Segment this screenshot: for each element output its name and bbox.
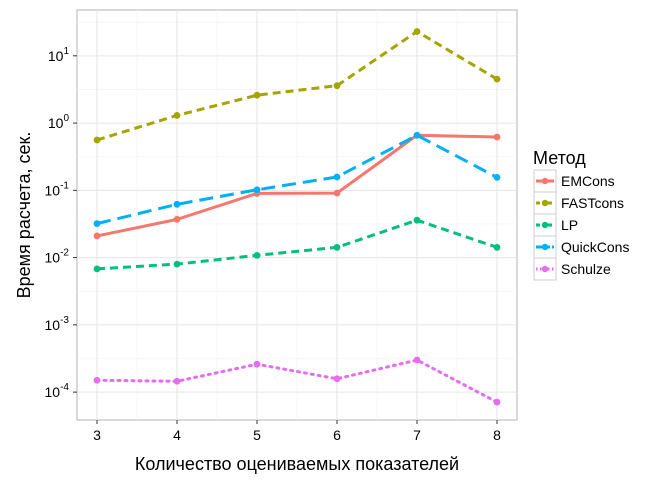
data-point-quickcons (333, 173, 341, 181)
legend-key-point (541, 177, 549, 185)
x-axis-title: Количество оцениваемых показателей (135, 454, 459, 474)
data-point-schulze (93, 376, 101, 384)
data-point-fastcons (253, 91, 261, 99)
y-tick-label: 10-4 (45, 382, 70, 400)
legend: Метод EMCons FASTcons LP QuickCons Schulze (533, 148, 629, 281)
data-point-quickcons (493, 173, 501, 181)
data-point-lp (173, 260, 181, 268)
data-point-fastcons (173, 112, 181, 119)
data-point-fastcons (93, 136, 101, 144)
legend-item-quickcons: QuickCons (533, 235, 629, 259)
legend-label-lp: LP (561, 217, 578, 233)
legend-label-fastcons: FASTcons (561, 195, 624, 211)
series-line-fastcons (96, 29, 498, 142)
legend-title: Метод (533, 148, 586, 168)
data-point-schulze (333, 375, 341, 383)
x-tick-label: 4 (173, 427, 181, 443)
data-point-emcons (333, 189, 341, 197)
legend-key-point (541, 221, 549, 229)
data-point-fastcons (493, 75, 501, 83)
y-tick-label: 10-3 (45, 315, 70, 333)
legend-label-schulze: Schulze (561, 261, 611, 277)
y-axis-title: Время расчета, сек. (14, 132, 34, 299)
data-point-lp (333, 243, 341, 251)
x-tick-label: 5 (253, 427, 261, 443)
data-point-emcons (93, 232, 101, 240)
data-point-quickcons (253, 186, 261, 194)
y-tick-label: 100 (48, 113, 70, 131)
x-tick-label: 3 (93, 427, 101, 443)
data-point-quickcons (93, 220, 101, 228)
legend-label-quickcons: QuickCons (561, 239, 629, 255)
data-point-schulze (253, 360, 261, 368)
series-line-quickcons (96, 133, 498, 226)
legend-item-lp: LP (533, 213, 578, 237)
x-tick-label: 8 (493, 427, 501, 443)
data-point-quickcons (413, 131, 421, 139)
series-line-lp (96, 218, 498, 271)
legend-key-point (541, 265, 549, 273)
x-tick-label: 7 (413, 427, 421, 443)
series-layer (93, 28, 501, 406)
series-line-emcons (96, 133, 498, 238)
x-tick-label: 6 (333, 427, 341, 443)
series-line-schulze (95, 358, 499, 404)
y-tick-label: 10-2 (45, 248, 70, 266)
legend-item-fastcons: FASTcons (533, 191, 624, 215)
legend-key-point (541, 199, 549, 207)
y-tick-label: 101 (48, 46, 70, 64)
axis-layer: 10-4 10-3 10-2 10-1 100 101 3 4 5 6 7 8 (45, 46, 502, 443)
legend-item-emcons: EMCons (533, 169, 615, 193)
data-point-emcons (173, 215, 181, 223)
data-point-fastcons (333, 82, 341, 90)
data-point-fastcons (413, 28, 421, 35)
data-point-schulze (493, 398, 501, 406)
data-point-lp (493, 243, 501, 251)
data-point-lp (93, 265, 101, 273)
data-point-lp (253, 251, 261, 259)
legend-label-emcons: EMCons (561, 173, 615, 189)
data-point-schulze (413, 356, 421, 364)
legend-key-point (541, 243, 549, 251)
data-point-emcons (493, 133, 501, 141)
data-point-quickcons (173, 200, 181, 208)
data-point-schulze (173, 377, 181, 385)
data-point-lp (413, 216, 421, 224)
y-tick-label: 10-1 (45, 180, 70, 198)
grid-layer (77, 10, 517, 420)
legend-item-schulze: Schulze (533, 257, 611, 281)
